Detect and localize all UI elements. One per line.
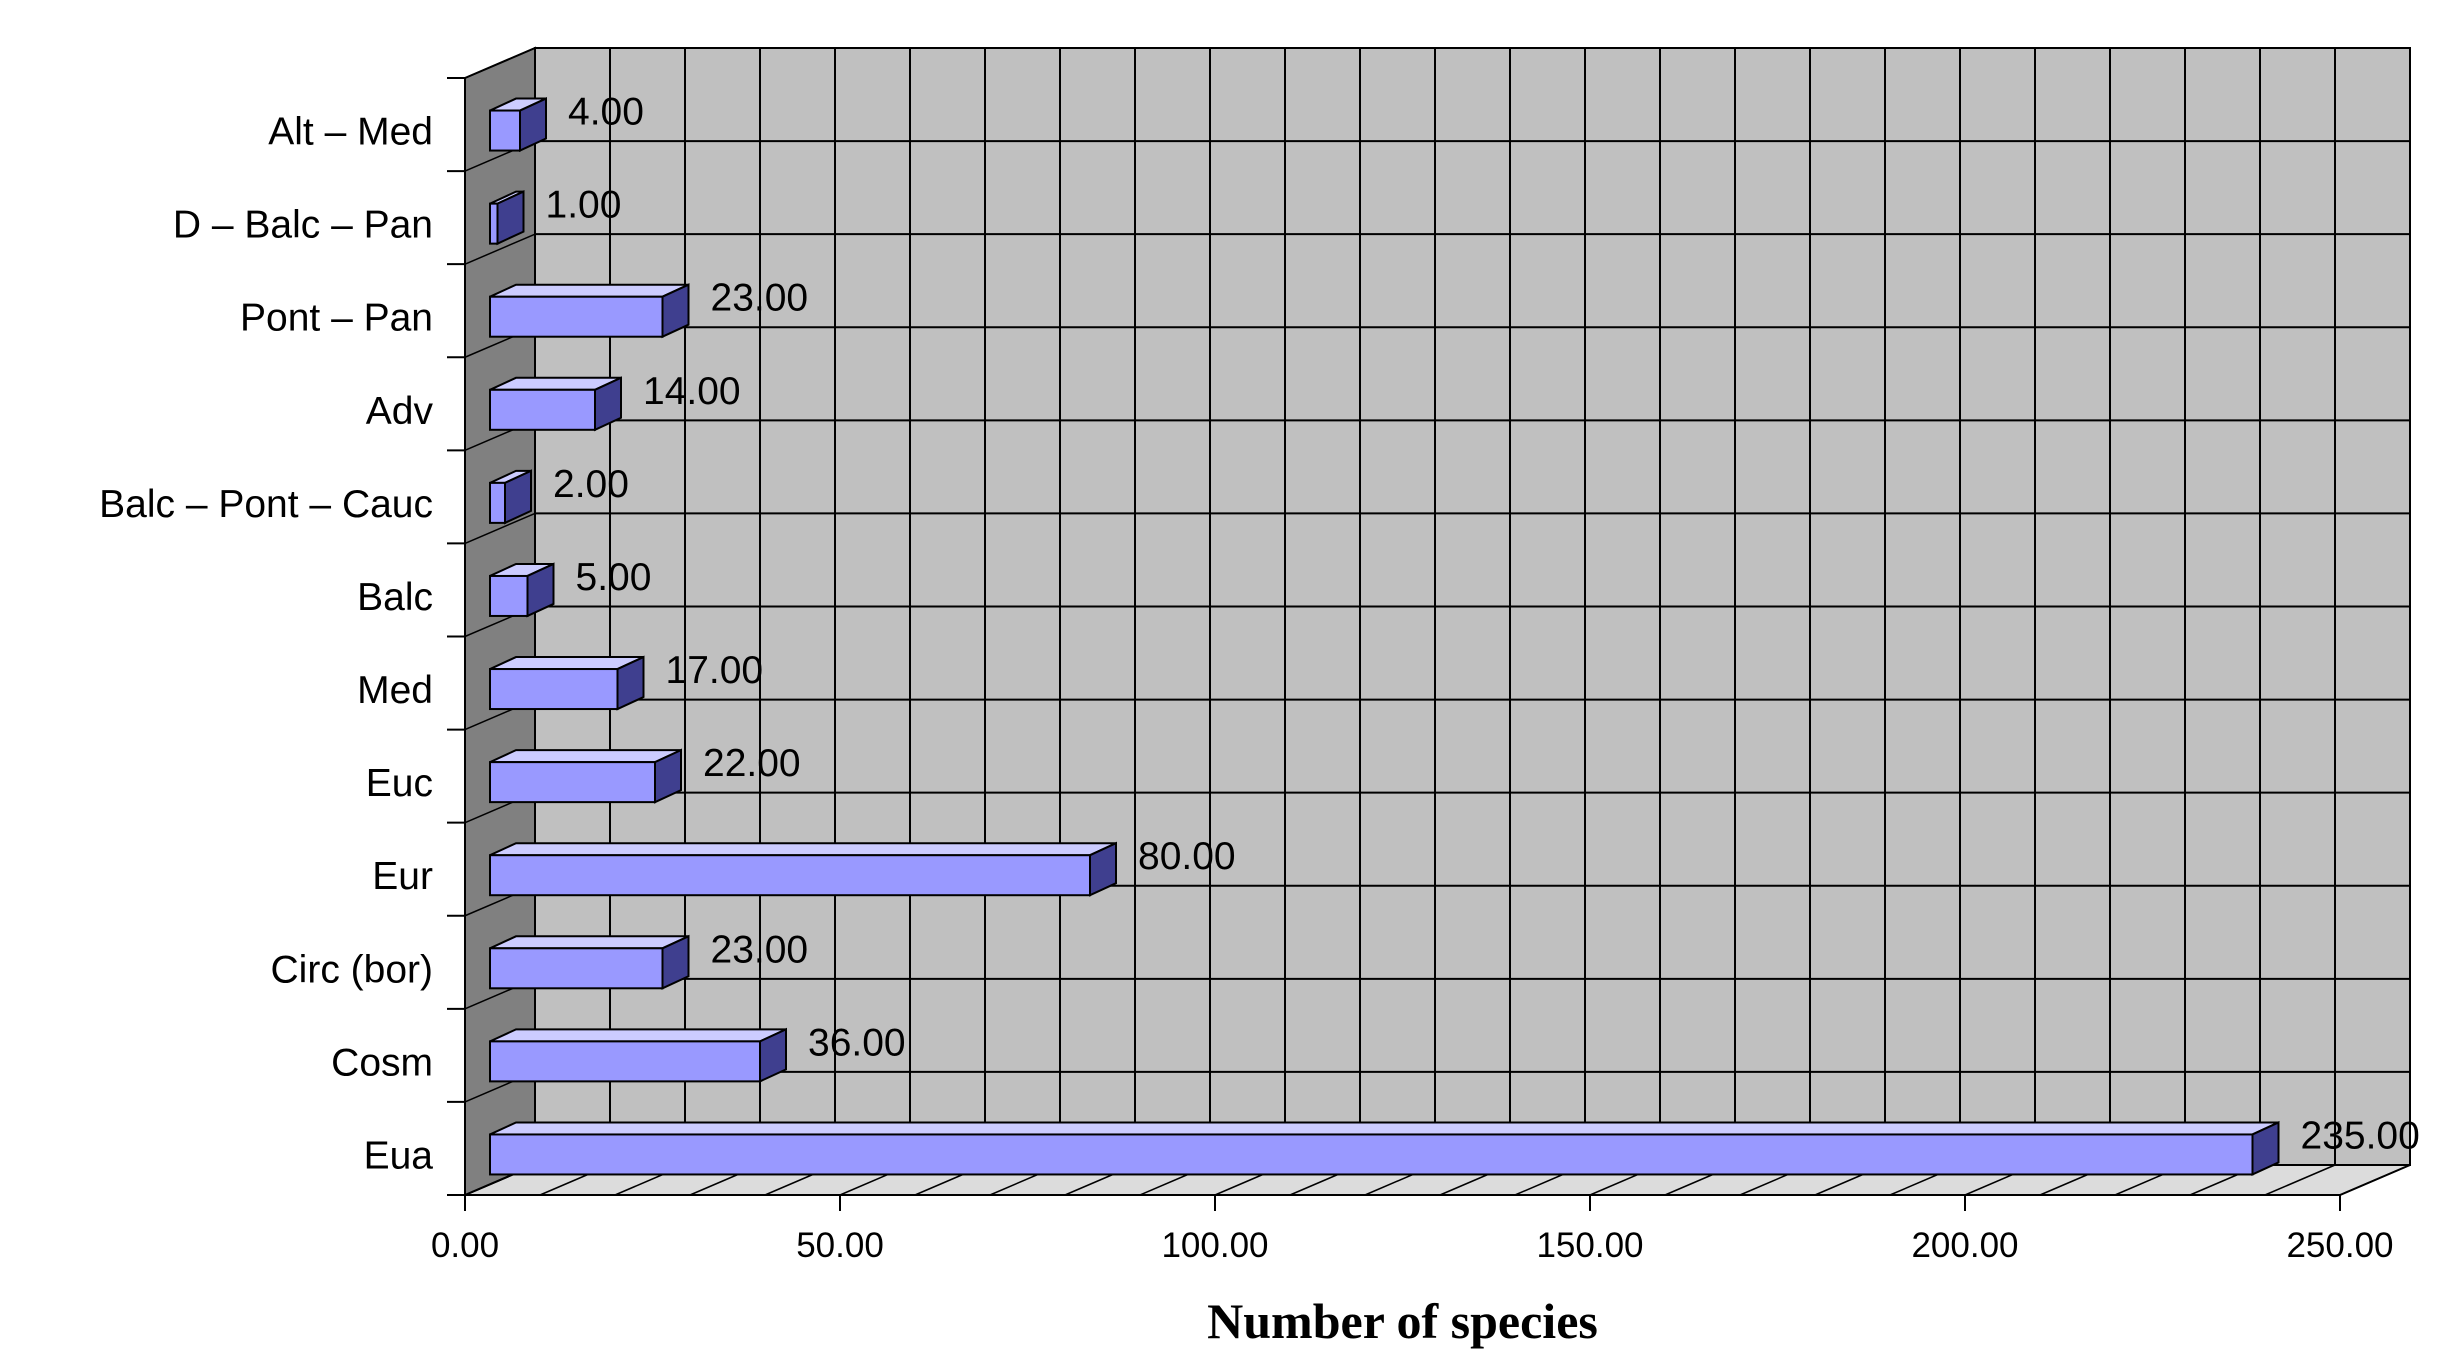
bar xyxy=(489,283,690,339)
bar-front-face xyxy=(489,109,521,152)
side-grid-line xyxy=(464,47,536,79)
bar xyxy=(489,655,645,711)
category-label: D – Balc – Pan xyxy=(173,204,433,247)
bar xyxy=(489,1120,2280,1177)
value-label: 5.00 xyxy=(576,556,652,599)
bar-side-face xyxy=(654,748,682,804)
x-tick-label: 100.00 xyxy=(1161,1226,1268,1265)
x-tick-labels: 0.00 50.00 100.00 150.00 200.00 250.00 xyxy=(431,1226,2394,1265)
value-label: 23.00 xyxy=(711,928,809,971)
bar-top-face xyxy=(489,842,1117,857)
bar-side-face xyxy=(526,562,555,618)
bar-top-face xyxy=(489,935,689,950)
bar-front-face xyxy=(489,947,664,990)
value-label: 14.00 xyxy=(643,370,741,413)
floor-grid-line xyxy=(2339,1164,2411,1196)
category-labels: Eua Cosm Circ (bor) Eur Euc Med Balc Balc – Pon… xyxy=(99,111,433,1178)
value-label: 1.00 xyxy=(546,184,622,227)
bar xyxy=(489,562,555,618)
bar xyxy=(489,376,622,432)
floor-grid-line xyxy=(2264,1164,2336,1196)
bar-side-face xyxy=(504,469,532,525)
bar-front-face xyxy=(489,1133,2254,1176)
bar xyxy=(489,1027,787,1083)
value-label: 23.00 xyxy=(711,277,809,320)
bar-top-face xyxy=(489,1121,2279,1136)
bar-front-face xyxy=(489,481,506,524)
side-grid-line xyxy=(464,233,536,265)
bars xyxy=(489,96,2280,1177)
category-label: Balc – Pont – Cauc xyxy=(99,483,433,526)
bar-front-face xyxy=(489,761,656,804)
bar-side-face xyxy=(496,190,525,246)
bar xyxy=(489,841,1117,897)
bar-front-face xyxy=(489,574,529,617)
bar-side-face xyxy=(616,655,645,711)
bar xyxy=(489,96,547,153)
value-label: 80.00 xyxy=(1138,835,1236,878)
bar-side-face xyxy=(661,934,690,990)
category-label: Balc xyxy=(357,576,433,619)
bar xyxy=(489,934,690,990)
bar-front-face xyxy=(489,1040,761,1083)
bar-side-face xyxy=(661,283,690,339)
x-tick-label: 150.00 xyxy=(1536,1226,1643,1265)
bar-top-face xyxy=(489,283,689,298)
bar-front-face xyxy=(489,295,664,338)
x-axis-title: Number of species xyxy=(1207,1293,1598,1349)
category-label: Euc xyxy=(366,762,433,805)
bar-top-face xyxy=(489,749,682,764)
bar-side-face xyxy=(594,376,622,432)
bar-side-face xyxy=(759,1027,787,1083)
bar xyxy=(489,748,682,804)
category-label: Eur xyxy=(372,855,433,898)
value-label: 235.00 xyxy=(2301,1114,2420,1157)
bar-side-face xyxy=(1089,841,1117,897)
bar xyxy=(489,190,525,246)
x-tick-label: 250.00 xyxy=(2286,1226,2393,1265)
x-tick-label: 200.00 xyxy=(1911,1226,2018,1265)
value-label: 36.00 xyxy=(808,1021,906,1064)
bar-side-face xyxy=(2251,1120,2280,1177)
x-tick-label: 0.00 xyxy=(431,1226,499,1265)
category-label: Med xyxy=(357,669,433,712)
x-tick-label: 50.00 xyxy=(796,1226,884,1265)
category-label: Eua xyxy=(364,1134,434,1177)
category-label: Adv xyxy=(366,390,434,433)
value-label: 2.00 xyxy=(553,463,629,506)
bar-front-face xyxy=(489,668,619,711)
bar-front-face xyxy=(489,388,596,431)
bar-front-face xyxy=(489,202,499,245)
bar-top-face xyxy=(489,1028,787,1043)
category-label: Alt – Med xyxy=(268,111,433,154)
bar-front-face xyxy=(489,854,1091,897)
value-label: 22.00 xyxy=(703,742,801,785)
category-label: Cosm xyxy=(331,1041,433,1084)
category-label: Pont – Pan xyxy=(240,297,433,340)
bar xyxy=(489,469,532,525)
chart-walls xyxy=(464,46,2411,1197)
side-grid-line xyxy=(464,512,536,545)
value-labels: 235.00 36.00 23.00 80.00 22.00 17.00 5.00 2.00 1… xyxy=(546,91,2420,1158)
bar-side-face xyxy=(519,96,547,153)
category-label: Circ (bor) xyxy=(271,948,434,991)
value-label: 4.00 xyxy=(568,91,644,134)
value-label: 17.00 xyxy=(666,649,764,692)
